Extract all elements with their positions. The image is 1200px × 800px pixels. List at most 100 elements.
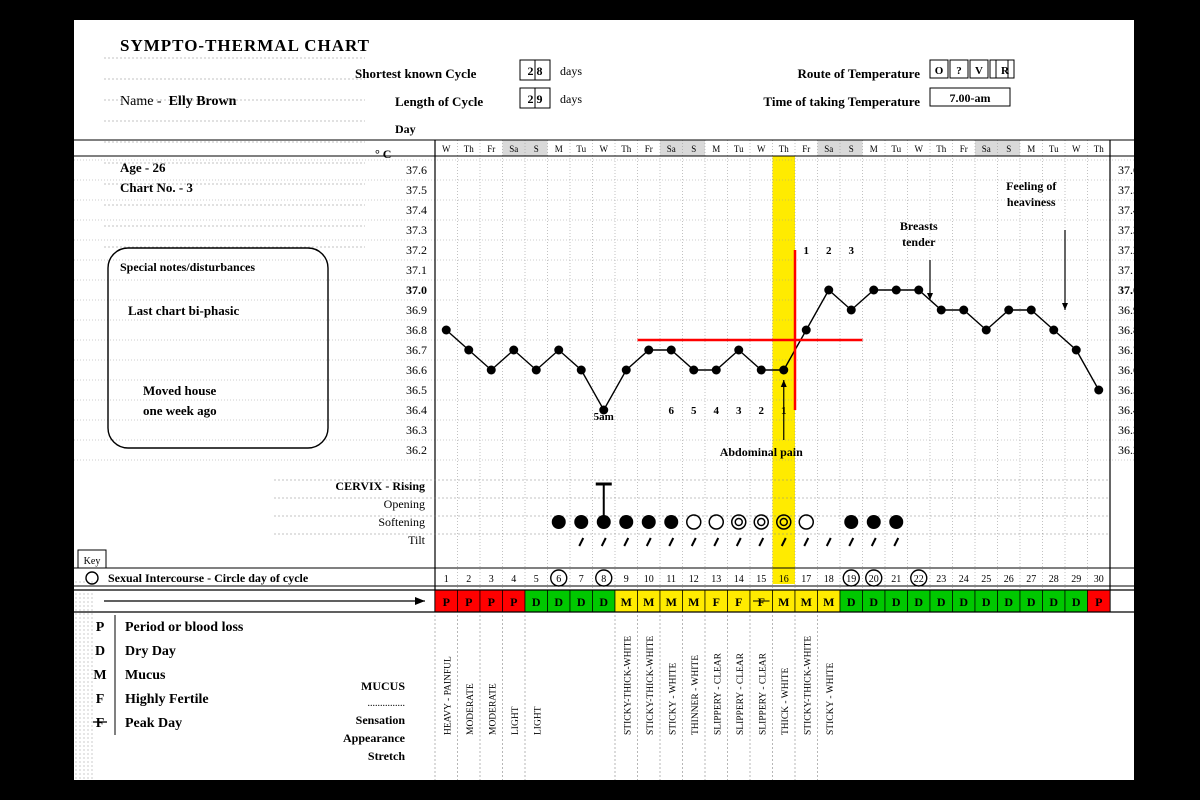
temp-label-left: 36.8 bbox=[406, 323, 427, 337]
temp-label-right: 36.6 bbox=[1118, 363, 1139, 377]
temperature-point bbox=[937, 306, 946, 315]
temp-label-right: 37.5 bbox=[1118, 183, 1139, 197]
cervix-open-circle bbox=[709, 515, 723, 529]
fertility-code: D bbox=[869, 595, 878, 609]
fertility-code: P bbox=[510, 595, 517, 609]
temp-label-right: 36.7 bbox=[1118, 343, 1139, 357]
mucus-desc: STICKY - WHITE bbox=[668, 663, 678, 735]
temperature-point bbox=[982, 326, 991, 335]
fertility-code: D bbox=[532, 595, 541, 609]
temp-label-left: 37.2 bbox=[406, 243, 427, 257]
dow-label: W bbox=[915, 144, 924, 154]
dow-label: W bbox=[757, 144, 766, 154]
countdown-post: 2 bbox=[826, 245, 832, 257]
cycle-day-number: 20 bbox=[869, 574, 879, 585]
cervix-solid-circle bbox=[664, 515, 678, 529]
temperature-point bbox=[667, 346, 676, 355]
cervix-solid-circle bbox=[552, 515, 566, 529]
cycle-day-number: 13 bbox=[711, 574, 721, 585]
cycle-day-number: 6 bbox=[556, 574, 561, 585]
temperature-point bbox=[487, 366, 496, 375]
fertility-code: M bbox=[688, 595, 699, 609]
fertility-code: D bbox=[1049, 595, 1058, 609]
legend-key: P bbox=[96, 620, 105, 635]
legend-text: Dry Day bbox=[125, 644, 176, 659]
svg-text:V: V bbox=[975, 65, 983, 77]
dow-label: W bbox=[442, 144, 451, 154]
temperature-point bbox=[1027, 306, 1036, 315]
temp-label-right: 37.1 bbox=[1118, 263, 1139, 277]
annot-5am: 5am bbox=[594, 411, 614, 423]
dow-label: Fr bbox=[802, 144, 810, 154]
cycle-day-number: 19 bbox=[846, 574, 856, 585]
cycle-day-number: 4 bbox=[511, 574, 516, 585]
temperature-point bbox=[644, 346, 653, 355]
temperature-point bbox=[959, 306, 968, 315]
cycle-day-number: 3 bbox=[489, 574, 494, 585]
cervix-solid-circle bbox=[642, 515, 656, 529]
mucus-desc: LIGHT bbox=[533, 706, 543, 735]
countdown-post: 3 bbox=[849, 245, 855, 257]
temperature-point bbox=[1004, 306, 1013, 315]
cervix-solid-circle bbox=[867, 515, 881, 529]
cycle-day-number: 11 bbox=[666, 574, 676, 585]
temp-label-left: 37.6 bbox=[406, 163, 427, 177]
fertility-code: D bbox=[599, 595, 608, 609]
dow-label: Fr bbox=[960, 144, 968, 154]
fertility-code: M bbox=[801, 595, 812, 609]
dow-label: Tu bbox=[1049, 144, 1059, 154]
mucus-desc: STICKY-THICK-WHITE bbox=[646, 636, 656, 735]
countdown-pre: 4 bbox=[714, 405, 720, 417]
temp-label-left: 37.3 bbox=[406, 223, 427, 237]
fertility-code: F bbox=[735, 595, 742, 609]
annot-heaviness: Feeling of bbox=[1006, 179, 1057, 193]
cervix-row-label: Opening bbox=[384, 497, 425, 511]
temp-label-right: 37.4 bbox=[1118, 203, 1139, 217]
age-row: Age - 26 bbox=[120, 160, 166, 176]
annot-abdominal: Abdominal pain bbox=[720, 445, 803, 459]
mucus-desc: STICKY - WHITE bbox=[826, 663, 836, 735]
dow-label: Th bbox=[1094, 144, 1104, 154]
fertility-code: D bbox=[577, 595, 586, 609]
temperature-point bbox=[689, 366, 698, 375]
countdown-pre: 3 bbox=[736, 405, 742, 417]
annot-breasts: tender bbox=[902, 235, 936, 249]
fertility-code: M bbox=[621, 595, 632, 609]
key-label: Key bbox=[84, 556, 101, 567]
day-label: Day bbox=[395, 122, 416, 137]
temperature-point bbox=[442, 326, 451, 335]
dow-label: Th bbox=[936, 144, 946, 154]
temperature-point bbox=[532, 366, 541, 375]
cycle-day-number: 10 bbox=[644, 574, 654, 585]
temperature-point bbox=[1072, 346, 1081, 355]
fertility-code: M bbox=[823, 595, 834, 609]
cervix-open-circle bbox=[732, 515, 746, 529]
temperature-point bbox=[464, 346, 473, 355]
annot-breasts: Breasts bbox=[900, 219, 938, 233]
svg-text:O: O bbox=[935, 65, 944, 77]
dow-label: S bbox=[849, 144, 854, 154]
fertility-code: P bbox=[443, 595, 450, 609]
fertility-code: M bbox=[643, 595, 654, 609]
temperature-point bbox=[892, 286, 901, 295]
fertility-code: F bbox=[713, 595, 720, 609]
temp-label-left: 37.4 bbox=[406, 203, 427, 217]
dow-label: M bbox=[555, 144, 563, 154]
fertility-code: P bbox=[465, 595, 472, 609]
chartno-row: Chart No. - 3 bbox=[120, 180, 193, 196]
legend-text: Highly Fertile bbox=[125, 692, 209, 707]
time-value: 7.00-am bbox=[950, 91, 991, 105]
temp-label-right: 36.3 bbox=[1118, 423, 1139, 437]
temp-label-left: 37.5 bbox=[406, 183, 427, 197]
dow-label: Fr bbox=[645, 144, 653, 154]
mucus-desc: SLIPPERY - CLEAR bbox=[736, 652, 746, 735]
dow-label: Sa bbox=[667, 144, 676, 154]
dow-label: S bbox=[691, 144, 696, 154]
fertility-code: D bbox=[982, 595, 991, 609]
cycle-day-number: 23 bbox=[936, 574, 946, 585]
si-label: Sexual Intercourse - Circle day of cycle bbox=[108, 571, 309, 585]
temp-label-right: 37.2 bbox=[1118, 243, 1139, 257]
cervix-open-circle bbox=[799, 515, 813, 529]
temp-label-left: 36.2 bbox=[406, 443, 427, 457]
cycle-day-number: 17 bbox=[801, 574, 811, 585]
